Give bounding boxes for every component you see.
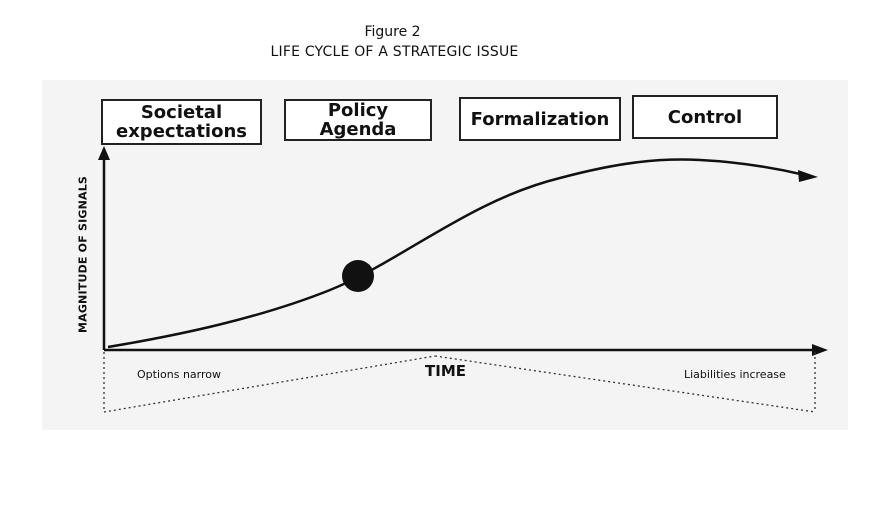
options-narrow-note: Options narrow <box>137 368 221 381</box>
stage-box-control: Control <box>632 95 778 139</box>
stage-label: Societal expectations <box>115 102 247 142</box>
stage-label: Policy Agenda <box>319 100 397 140</box>
curve-arrowhead <box>798 170 818 182</box>
stage-label: Formalization <box>470 108 610 130</box>
stage-label: Control <box>667 106 743 128</box>
y-axis-label: MAGNITUDE OF SIGNALS <box>76 175 90 334</box>
stage-box-policy-agenda: Policy Agenda <box>284 99 432 141</box>
liabilities-increase-note: Liabilities increase <box>684 368 786 381</box>
life-cycle-curve <box>107 158 806 349</box>
stage-box-formalization: Formalization <box>459 97 621 141</box>
x-axis-arrowhead <box>812 344 828 356</box>
figure-number: Figure 2 <box>364 24 421 40</box>
stage-box-societal-expectations: Societal expectations <box>101 99 262 145</box>
x-axis-label: TIME <box>425 362 466 380</box>
figure-title: LIFE CYCLE OF A STRATEGIC ISSUE <box>270 44 519 60</box>
issue-point-marker <box>342 260 374 292</box>
y-axis-arrowhead <box>98 146 110 160</box>
options-liabilities-bracket <box>103 352 816 413</box>
